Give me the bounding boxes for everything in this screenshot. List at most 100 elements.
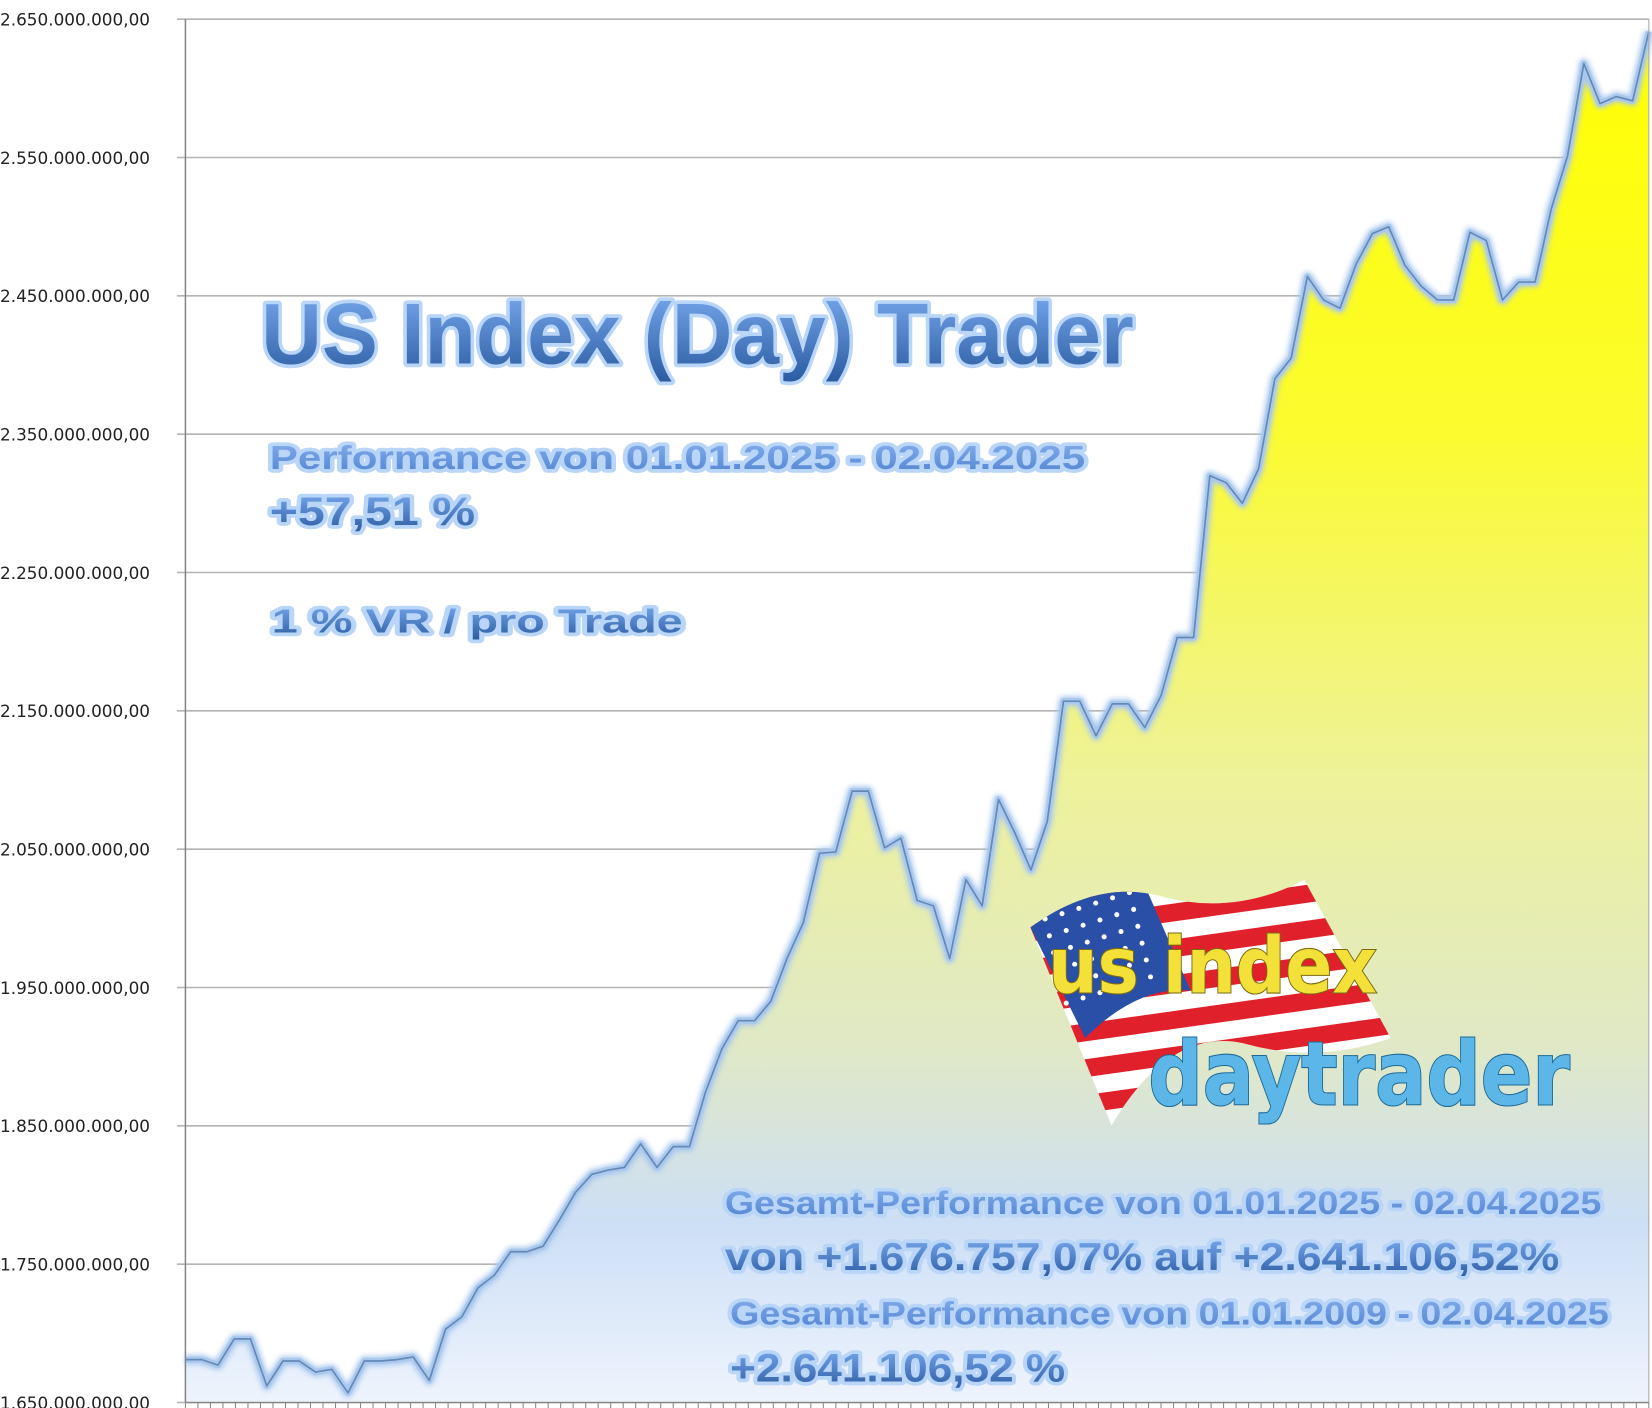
y-tick-label: 1.950.000.000,00 — [0, 978, 150, 998]
chart-title: US Index (Day) Trader — [261, 287, 1133, 383]
data-point — [1322, 298, 1325, 301]
flag-star — [1110, 968, 1116, 974]
data-point — [769, 1000, 772, 1003]
flag-star — [1131, 906, 1137, 912]
data-point — [1485, 239, 1488, 242]
data-point — [948, 957, 951, 960]
data-point — [460, 1315, 463, 1318]
y-tick-label: 2.550.000.000,00 — [0, 148, 150, 168]
flag-star — [1114, 984, 1120, 990]
data-point — [1127, 702, 1130, 705]
flag-star — [1147, 974, 1154, 980]
flag-star — [1059, 911, 1065, 917]
data-point — [444, 1328, 447, 1331]
flag-star — [1114, 912, 1120, 918]
data-point — [1192, 636, 1195, 639]
data-point — [1176, 636, 1179, 639]
data-point — [379, 1359, 382, 1362]
flag-star — [1076, 978, 1082, 984]
flag-star — [1131, 979, 1137, 985]
y-tick-label: 2.150.000.000,00 — [0, 701, 150, 721]
data-point — [1013, 831, 1016, 834]
data-point — [314, 1371, 317, 1374]
total-performance-label-2009: Gesamt-Performance von 01.01.2009 - 02.0… — [730, 1295, 1609, 1332]
flag-star — [1063, 927, 1069, 934]
area-series — [185, 30, 1652, 1403]
data-point — [1143, 726, 1146, 729]
period-performance-label: Performance von 01.01.2025 - 02.04.2025 — [270, 439, 1085, 477]
data-point — [590, 1173, 593, 1176]
data-point — [997, 798, 1000, 801]
data-point — [1111, 702, 1114, 705]
data-point — [867, 790, 870, 793]
data-point — [428, 1379, 431, 1382]
data-point — [265, 1384, 268, 1387]
total-performance-value-2009: +2.641.106,52 % — [730, 1346, 1065, 1390]
data-point — [1436, 298, 1439, 301]
logo-line1: us index — [1048, 922, 1377, 1012]
flag-star — [1093, 973, 1099, 979]
flag-star — [1076, 905, 1082, 911]
flag-star — [1105, 951, 1111, 957]
flag-star — [1084, 939, 1090, 945]
flag-star — [1067, 944, 1073, 950]
y-tick-label: 2.650.000.000,00 — [0, 10, 150, 30]
flag-star — [1072, 961, 1078, 967]
data-point — [851, 790, 854, 793]
data-point — [1029, 868, 1032, 871]
y-axis-labels: 1.650.000.000,00 1.750.000.000,00 1.850.00… — [0, 10, 150, 1408]
data-point — [639, 1142, 642, 1145]
flag-star — [1097, 990, 1103, 996]
data-point — [1566, 155, 1569, 158]
flag-star — [1080, 995, 1086, 1001]
flag-star — [1110, 895, 1116, 901]
data-point — [1241, 502, 1244, 505]
data-point — [477, 1286, 480, 1289]
data-point — [1371, 232, 1374, 235]
data-point — [672, 1145, 675, 1148]
data-point — [1420, 285, 1423, 288]
flag-star — [1126, 962, 1132, 968]
flag-star — [1080, 922, 1086, 928]
data-point — [1501, 298, 1504, 301]
data-point — [1338, 307, 1341, 310]
data-point — [493, 1274, 496, 1277]
period-performance-value: +57,51 % — [270, 490, 475, 534]
data-point — [1208, 474, 1211, 477]
data-point — [802, 921, 805, 924]
data-point — [1452, 298, 1455, 301]
y-tick-label: 1.750.000.000,00 — [0, 1255, 150, 1275]
data-point — [753, 1019, 756, 1022]
flag-star — [1101, 934, 1107, 940]
data-point — [688, 1145, 691, 1148]
total-performance-label-2025: Gesamt-Performance von 01.01.2025 - 02.0… — [725, 1184, 1602, 1221]
data-point — [737, 1019, 740, 1022]
data-point — [834, 850, 837, 853]
data-point — [1403, 264, 1406, 267]
data-point — [883, 846, 886, 849]
data-point — [558, 1218, 561, 1221]
flag-star — [1122, 945, 1128, 951]
data-point — [704, 1090, 707, 1093]
y-tick-label: 2.050.000.000,00 — [0, 840, 150, 860]
y-tick-label: 2.350.000.000,00 — [0, 425, 150, 445]
total-performance-value-2025: von +1.676.757,07% auf +2.641.106,52% — [725, 1236, 1559, 1279]
flag-star — [1063, 1000, 1069, 1006]
data-point — [1159, 694, 1162, 697]
data-point — [249, 1337, 252, 1340]
data-point — [1468, 231, 1471, 234]
flag-star — [1097, 917, 1103, 923]
flag-star — [1088, 956, 1095, 962]
data-point — [525, 1250, 528, 1253]
data-point — [1355, 262, 1358, 265]
data-point — [1257, 467, 1260, 470]
data-point — [1615, 95, 1618, 98]
data-point — [1598, 102, 1601, 105]
data-point — [899, 837, 902, 840]
flag-stripe — [1030, 977, 1391, 1052]
data-point — [1533, 280, 1536, 283]
data-point — [411, 1355, 414, 1358]
logo-line2: daytrader — [1148, 1022, 1570, 1125]
data-point — [281, 1359, 284, 1362]
